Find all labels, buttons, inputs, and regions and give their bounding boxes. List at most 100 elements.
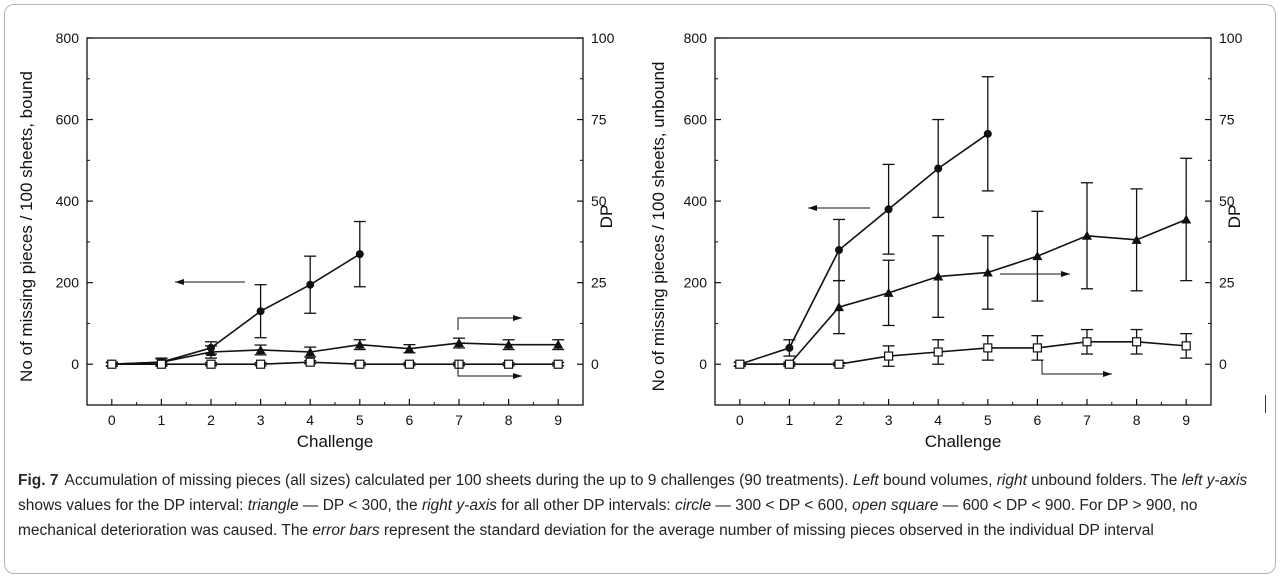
y-left-tick-label: 800: [56, 30, 80, 46]
x-tick-label: 9: [1182, 412, 1190, 428]
x-tick-label: 0: [736, 412, 744, 428]
y-right-tick-label: 25: [1219, 275, 1235, 291]
x-tick-label: 7: [455, 412, 463, 428]
x-tick-label: 6: [1034, 412, 1042, 428]
data-point-triangle: [206, 346, 216, 356]
x-tick-label: 6: [406, 412, 414, 428]
caption-segment: represent the standard deviation for the…: [379, 522, 1154, 539]
data-point-square: [454, 359, 464, 369]
y-right-tick-label: 100: [591, 30, 615, 46]
series-line: [739, 133, 989, 365]
x-tick-label: 8: [505, 412, 513, 428]
caption-segment: for all other DP intervals:: [496, 497, 675, 514]
data-point-square: [305, 357, 315, 367]
arrow-line: [457, 317, 522, 330]
caption-segment: — 600 < DP < 900. For DP > 900, no mecha…: [18, 497, 1198, 539]
axis-indicator-arrows: [808, 205, 1112, 377]
caption-segment: — DP < 300, the: [298, 497, 422, 514]
data-point-square: [983, 343, 993, 353]
data-point-triangle: [933, 271, 944, 281]
y-left-tick-label: 600: [684, 112, 708, 128]
data-point-square: [355, 359, 365, 369]
data-point-triangle: [1181, 214, 1192, 224]
y-left-tick-label: 400: [684, 193, 708, 209]
caption-segment: unbound folders. The: [1026, 472, 1182, 489]
y-left-tick-label: 400: [56, 193, 80, 209]
y-right-axis-title: DP: [1225, 205, 1244, 229]
caption-term: left y-axis: [1181, 472, 1248, 489]
data-point-square: [206, 359, 216, 369]
x-tick-label: 0: [108, 412, 116, 428]
arrow-line: [457, 360, 522, 377]
margin-mark: [1265, 395, 1266, 413]
axis-indicator-arrows: [175, 279, 522, 379]
x-tick-label: 5: [356, 412, 364, 428]
x-axis-title: Challenge: [297, 432, 374, 451]
data-point-square: [156, 359, 166, 369]
data-point-triangle: [255, 344, 266, 354]
y-left-axis-title: No of missing pieces / 100 sheets, unbou…: [649, 62, 668, 392]
y-right-tick-label: 0: [1219, 356, 1227, 372]
y-left-tick-label: 200: [56, 275, 80, 291]
caption-label: Fig. 7: [18, 472, 59, 489]
x-tick-label: 3: [257, 412, 265, 428]
data-point-triangle: [553, 339, 564, 349]
data-point-circle: [256, 307, 265, 316]
data-point-square: [784, 359, 795, 369]
x-tick-label: 3: [885, 412, 893, 428]
data-point-triangle: [883, 287, 894, 297]
x-tick-label: 1: [786, 412, 794, 428]
arrow-head: [808, 205, 817, 211]
data-point-square: [834, 359, 844, 369]
data-point-square: [1131, 337, 1142, 347]
series-triangle: [733, 157, 1193, 369]
data-point-triangle: [1032, 251, 1043, 261]
y-right-tick-label: 0: [591, 356, 599, 372]
y-right-tick-label: 50: [1219, 193, 1235, 209]
data-point-triangle: [982, 267, 993, 277]
series-square: [733, 328, 1193, 369]
x-tick-label: 2: [207, 412, 215, 428]
x-tick-label: 8: [1133, 412, 1141, 428]
series-line: [111, 342, 559, 366]
data-point-square: [1181, 341, 1191, 351]
data-point-square: [883, 351, 894, 361]
y-left-tick-label: 0: [699, 356, 707, 372]
data-point-circle: [785, 343, 794, 352]
series-line: [111, 253, 361, 366]
x-tick-label: 1: [158, 412, 166, 428]
data-point-square: [1032, 343, 1043, 353]
data-point-circle: [884, 205, 893, 214]
caption-term: error bars: [312, 522, 380, 539]
y-left-tick-label: 0: [71, 356, 79, 372]
x-tick-label: 5: [984, 412, 992, 428]
caption-segment: — 300 < DP < 600,: [711, 497, 853, 514]
x-axis-title: Challenge: [925, 432, 1002, 451]
data-point-square: [933, 347, 943, 357]
arrow-head: [175, 279, 184, 285]
data-point-triangle: [503, 339, 514, 349]
data-point-triangle: [454, 338, 464, 348]
x-tick-label: 4: [934, 412, 942, 428]
data-point-circle: [306, 280, 315, 289]
caption-segment: Accumulation of missing pieces (all size…: [64, 472, 853, 489]
caption-segment: bound volumes,: [878, 472, 997, 489]
series-line: [111, 361, 559, 366]
figure-caption: Fig. 7 Accumulation of missing pieces (al…: [18, 468, 1258, 543]
figure-frame: [4, 4, 1276, 574]
y-left-axis-title: No of missing pieces / 100 sheets, bound: [17, 71, 36, 382]
series-line: [739, 340, 1187, 366]
caption-segment: shows values for the DP interval:: [18, 497, 248, 514]
data-point-triangle: [834, 302, 844, 312]
data-point-triangle: [1082, 230, 1092, 240]
series-circle: [733, 76, 994, 369]
y-right-axis-title: DP: [597, 205, 616, 229]
data-point-square: [504, 359, 514, 369]
data-point-triangle: [1131, 234, 1142, 244]
x-tick-label: 4: [306, 412, 314, 428]
data-point-circle: [934, 164, 943, 173]
series-line: [739, 218, 1187, 366]
x-tick-label: 9: [554, 412, 562, 428]
caption-term: open square: [852, 497, 939, 514]
y-right-tick-label: 75: [591, 112, 607, 128]
